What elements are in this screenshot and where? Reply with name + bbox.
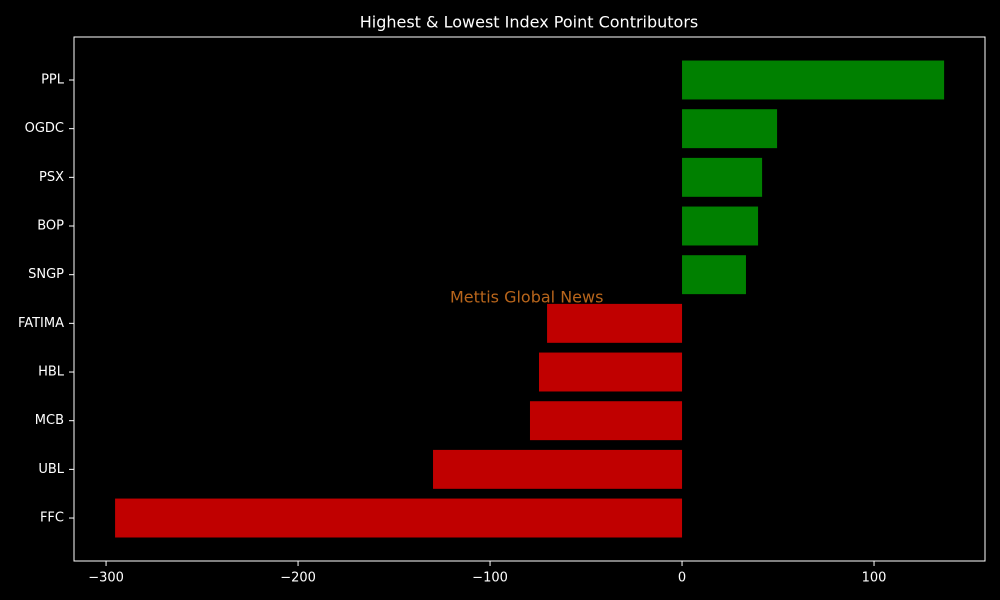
y-tick-label: SNGP [28, 267, 64, 282]
y-tick-label: BOP [37, 219, 64, 234]
plot-frame [73, 36, 986, 562]
watermark: Mettis Global News [450, 288, 603, 307]
y-tick-label: HBL [38, 365, 65, 380]
bar [682, 206, 759, 246]
bar [433, 449, 683, 489]
y-tick-label: PSX [39, 170, 64, 185]
x-tick-label: −100 [472, 571, 508, 586]
y-tick-label: PPL [41, 73, 65, 88]
bar [539, 352, 683, 392]
bar [682, 60, 945, 100]
x-tick-label: 0 [678, 571, 686, 586]
y-tick-label: OGDC [25, 121, 64, 136]
x-tick-label: 100 [862, 571, 887, 586]
chart-title: Highest & Lowest Index Point Contributor… [360, 13, 699, 32]
y-tick-label: MCB [35, 413, 64, 428]
bar [682, 109, 778, 149]
x-tick-label: −200 [280, 571, 316, 586]
y-tick-label: FFC [40, 511, 64, 526]
bar [547, 303, 683, 343]
bar [115, 498, 683, 538]
y-tick-label: FATIMA [18, 316, 64, 331]
bar [529, 401, 683, 441]
bar [682, 157, 763, 197]
x-tick-label: −300 [88, 571, 124, 586]
y-tick-label: UBL [38, 462, 64, 477]
bar [682, 255, 746, 295]
